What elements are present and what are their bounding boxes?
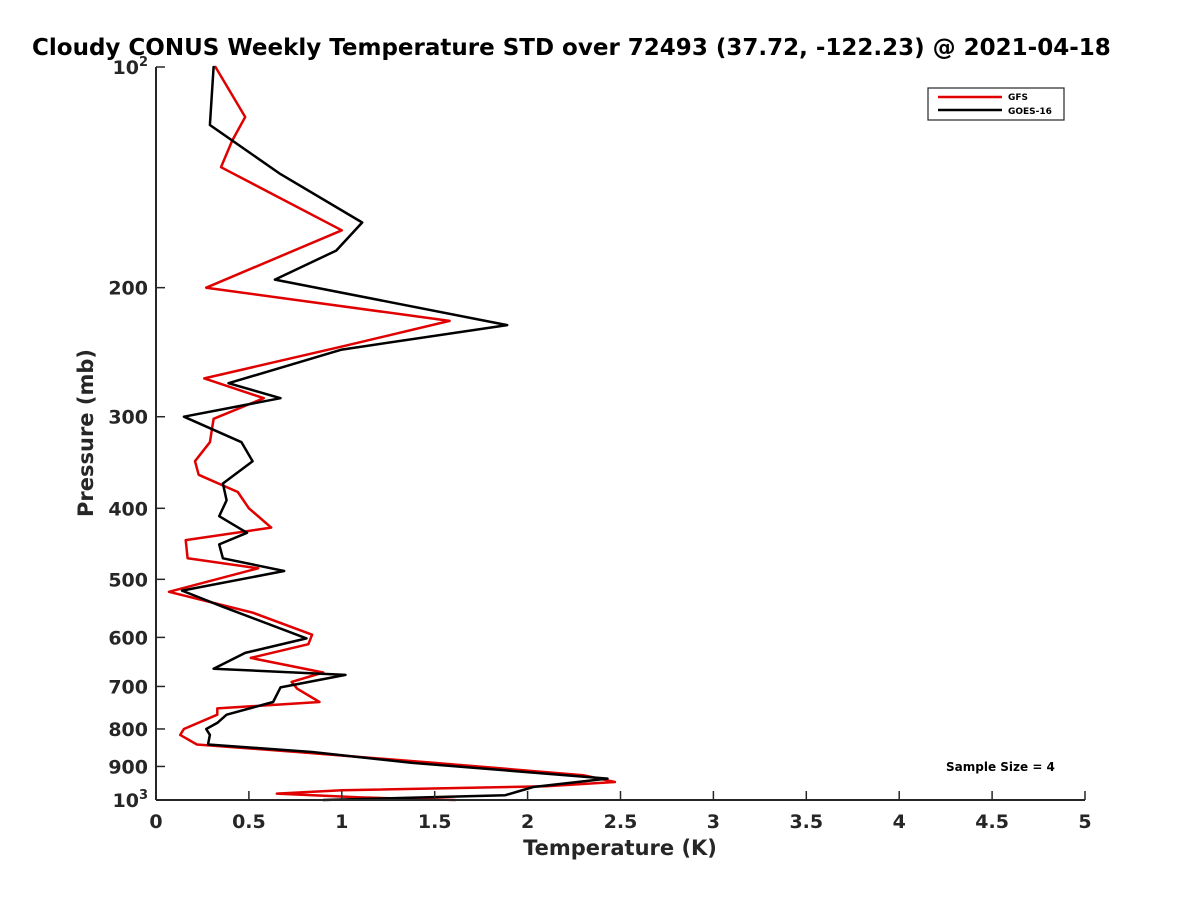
y-axis-title: Pressure (mb)	[74, 349, 98, 517]
y-tick-label: 102	[113, 55, 149, 79]
sample-size-annotation: Sample Size = 4	[946, 760, 1055, 774]
x-tick-label: 0	[149, 811, 162, 833]
x-tick-label: 2	[521, 811, 534, 833]
y-tick-label: 700	[108, 676, 148, 698]
series-layer	[167, 65, 617, 802]
y-tick-label: 200	[108, 278, 148, 300]
x-tick-label: 3	[707, 811, 720, 833]
y-tick-label: 800	[108, 719, 148, 741]
y-ticks: 102 200 300 400 500 600 700 800 900 103	[108, 55, 165, 812]
plot-area	[156, 67, 1085, 800]
legend: GFS GOES-16	[927, 87, 1065, 121]
legend-label-goes-16: GOES-16	[1008, 107, 1052, 117]
x-tick-label: 5	[1078, 811, 1091, 833]
legend-box	[927, 87, 1065, 121]
x-tick-label: 1.5	[418, 811, 452, 833]
series-line-gfs	[167, 65, 617, 802]
y-tick-label: 400	[108, 498, 148, 520]
y-tick-label: 500	[108, 569, 148, 591]
x-ticks: 0 0.5 1 1.5 2 2.5 3 3.5 4 4.5 5	[149, 791, 1092, 833]
chart-title: Cloudy CONUS Weekly Temperature STD over…	[32, 35, 1111, 61]
y-tick-label: 300	[108, 407, 148, 429]
x-tick-label: 0.5	[232, 811, 266, 833]
x-axis-title: Temperature (K)	[523, 836, 717, 860]
legend-label-gfs: GFS	[1008, 93, 1028, 103]
series-line-goes-16	[180, 65, 609, 802]
x-tick-label: 4.5	[975, 811, 1009, 833]
y-tick-label: 600	[108, 627, 148, 649]
x-tick-label: 4	[893, 811, 906, 833]
x-tick-label: 3.5	[789, 811, 823, 833]
x-tick-label: 1	[335, 811, 348, 833]
y-tick-label: 900	[108, 756, 148, 778]
y-tick-label: 103	[113, 788, 149, 812]
x-tick-label: 2.5	[604, 811, 638, 833]
